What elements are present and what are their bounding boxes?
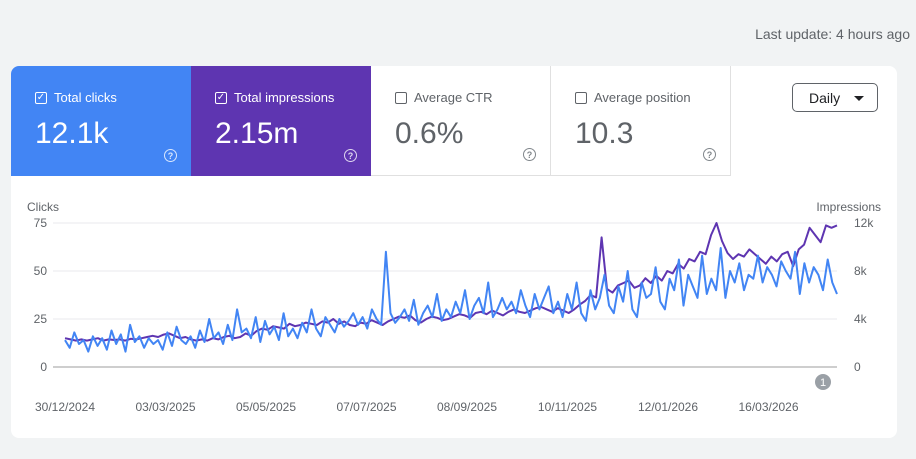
clicks-series-line: [64, 247, 838, 353]
total-impressions-card[interactable]: ✓ Total impressions 2.15m ?: [191, 66, 371, 176]
right-tick-label: 8k: [854, 264, 868, 278]
left-tick-label: 0: [40, 360, 47, 374]
left-tick-label: 25: [34, 312, 48, 326]
right-tick-label: 0: [854, 360, 861, 374]
performance-panel: ✓ Total clicks 12.1k ? ✓ Total impressio…: [11, 66, 897, 438]
average-position-label: Average position: [594, 90, 691, 105]
period-select-value: Daily: [809, 89, 841, 106]
checkbox-unchecked-icon[interactable]: [395, 91, 407, 104]
x-tick-label: 10/11/2025: [538, 400, 597, 414]
total-clicks-label: Total clicks: [54, 90, 117, 105]
impressions-series-line: [64, 222, 838, 342]
total-clicks-card[interactable]: ✓ Total clicks 12.1k ?: [11, 66, 191, 176]
right-axis-label: Impressions: [816, 200, 881, 214]
right-tick-label: 4k: [854, 312, 868, 326]
help-icon[interactable]: ?: [344, 149, 357, 162]
total-clicks-value: 12.1k: [35, 117, 109, 150]
left-tick-label: 50: [34, 264, 48, 278]
checkbox-checked-icon[interactable]: ✓: [35, 91, 47, 104]
dropdown-caret-icon: [854, 96, 864, 101]
x-tick-label: 08/09/2025: [437, 400, 497, 414]
last-update-text: Last update: 4 hours ago: [755, 26, 910, 42]
checkbox-unchecked-icon[interactable]: [575, 91, 587, 104]
average-position-value: 10.3: [575, 117, 634, 150]
x-tick-label: 03/03/2025: [135, 400, 195, 414]
left-tick-label: 75: [34, 216, 48, 230]
average-ctr-value: 0.6%: [395, 117, 464, 150]
performance-chart: Clicks Impressions 75 50 25 0 12k 8k 4k 0 30/1…: [27, 200, 881, 414]
x-tick-label: 30/12/2024: [35, 400, 95, 414]
x-tick-label: 16/03/2026: [738, 400, 798, 414]
help-icon[interactable]: ?: [523, 148, 536, 161]
x-tick-label: 07/07/2025: [336, 400, 396, 414]
x-tick-label: 12/01/2026: [638, 400, 698, 414]
average-ctr-label: Average CTR: [414, 90, 493, 105]
left-axis-label: Clicks: [27, 200, 59, 214]
annotation-marker[interactable]: 1: [815, 374, 831, 390]
x-tick-label: 05/05/2025: [236, 400, 296, 414]
help-icon[interactable]: ?: [164, 149, 177, 162]
help-icon[interactable]: ?: [703, 148, 716, 161]
period-select[interactable]: Daily: [792, 83, 878, 112]
average-ctr-card[interactable]: Average CTR 0.6% ?: [371, 66, 551, 176]
right-tick-label: 12k: [854, 216, 874, 230]
total-impressions-value: 2.15m: [215, 117, 299, 150]
annotation-count: 1: [820, 377, 826, 389]
average-position-card[interactable]: Average position 10.3 ?: [551, 66, 731, 176]
checkbox-checked-icon[interactable]: ✓: [215, 91, 227, 104]
total-impressions-label: Total impressions: [234, 90, 335, 105]
